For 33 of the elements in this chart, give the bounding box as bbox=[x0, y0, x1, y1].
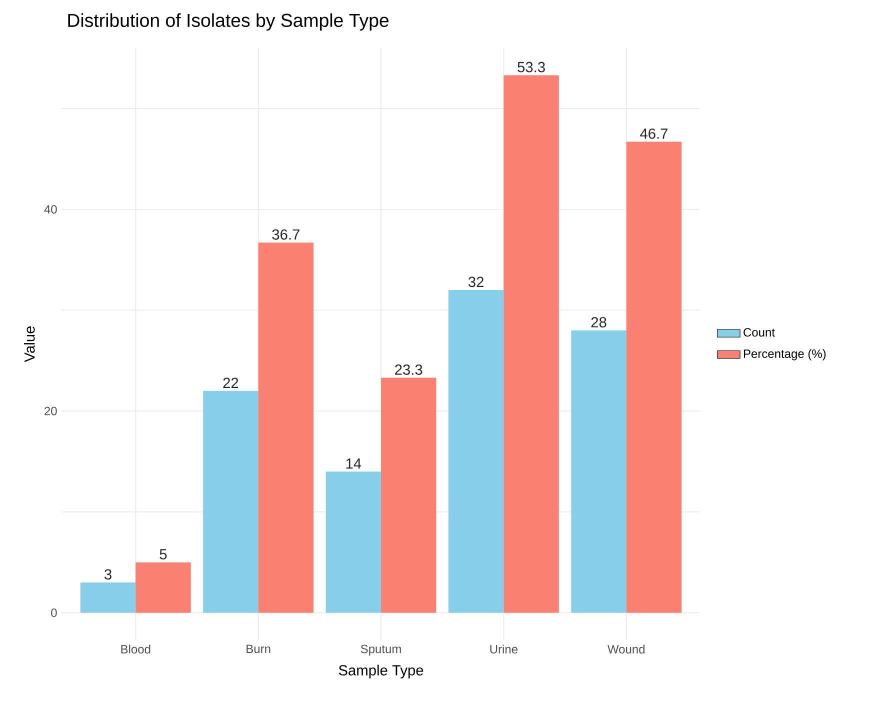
legend-label: Percentage (%) bbox=[744, 349, 826, 360]
x-axis-title: Sample Type bbox=[338, 664, 424, 678]
y-axis-title: Value bbox=[24, 326, 35, 362]
legend-label: Count bbox=[744, 328, 775, 337]
bar bbox=[448, 290, 504, 613]
y-tick-label: 40 bbox=[44, 205, 57, 214]
bar bbox=[381, 378, 436, 613]
data-label: 23.3 bbox=[395, 364, 422, 375]
data-label: 32 bbox=[468, 276, 484, 288]
data-label: 5 bbox=[160, 549, 167, 560]
x-tick-label: Urine bbox=[490, 644, 518, 654]
bar bbox=[504, 75, 559, 613]
bar bbox=[136, 562, 191, 613]
data-label: 14 bbox=[346, 458, 362, 469]
x-tick-label: Sputum bbox=[360, 644, 401, 656]
data-label: 3 bbox=[104, 569, 112, 580]
data-label: 36.7 bbox=[272, 229, 300, 240]
x-tick-label: Blood bbox=[121, 644, 150, 654]
data-label: 46.7 bbox=[640, 128, 668, 139]
data-label: 28 bbox=[591, 317, 606, 328]
bar bbox=[326, 472, 381, 613]
x-tick-label: Wound bbox=[608, 644, 644, 654]
data-label: 22 bbox=[223, 378, 238, 388]
bar bbox=[203, 390, 258, 613]
bar bbox=[80, 582, 136, 613]
y-tick-label: 0 bbox=[51, 608, 57, 618]
x-tick-label: Burn bbox=[246, 644, 270, 654]
bar bbox=[258, 242, 314, 613]
data-label: 53.3 bbox=[518, 62, 545, 72]
bar bbox=[571, 330, 626, 613]
y-tick-label: 20 bbox=[44, 406, 57, 416]
bar bbox=[626, 142, 682, 613]
chart-title: Distribution of Isolates by Sample Type bbox=[68, 13, 389, 31]
